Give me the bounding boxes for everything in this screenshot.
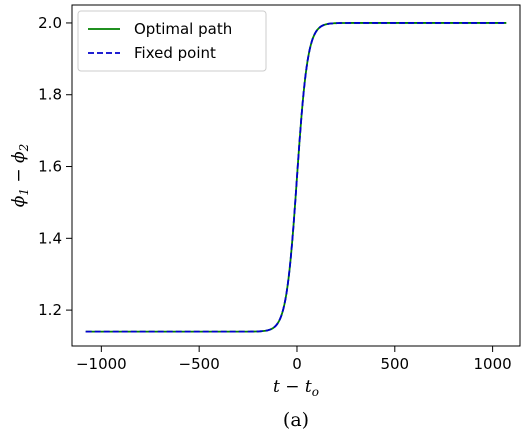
x-axis-label: t − to	[273, 377, 319, 399]
x-tick-label: −1000	[76, 355, 127, 373]
y-tick-label: 2.0	[38, 14, 62, 32]
axes-frame	[71, 4, 521, 347]
x-tick-label: 500	[380, 355, 409, 373]
legend-label: Fixed point	[134, 44, 216, 62]
y-axis-label: ϕ1 − ϕ2	[9, 144, 31, 208]
figure-caption: (a)	[283, 409, 309, 431]
y-tick-label: 1.2	[38, 301, 62, 319]
series-group	[85, 22, 507, 333]
x-tick-label: 1000	[474, 355, 512, 373]
y-tick-label: 1.6	[38, 158, 62, 176]
series-line-2	[85, 22, 507, 333]
x-tick-label: −500	[179, 355, 220, 373]
legend-label: Optimal path	[134, 20, 232, 38]
x-tick-label: 0	[292, 355, 302, 373]
legend-box	[77, 10, 267, 72]
y-axis-ticks: 1.2 1.4 1.6 1.8 2.0	[38, 14, 72, 319]
legend: Optimal path Fixed point	[77, 10, 267, 72]
x-axis-ticks: −1000 −500 0 500 1000	[76, 346, 512, 373]
y-tick-label: 1.4	[38, 229, 62, 247]
y-tick-label: 1.8	[38, 86, 62, 104]
